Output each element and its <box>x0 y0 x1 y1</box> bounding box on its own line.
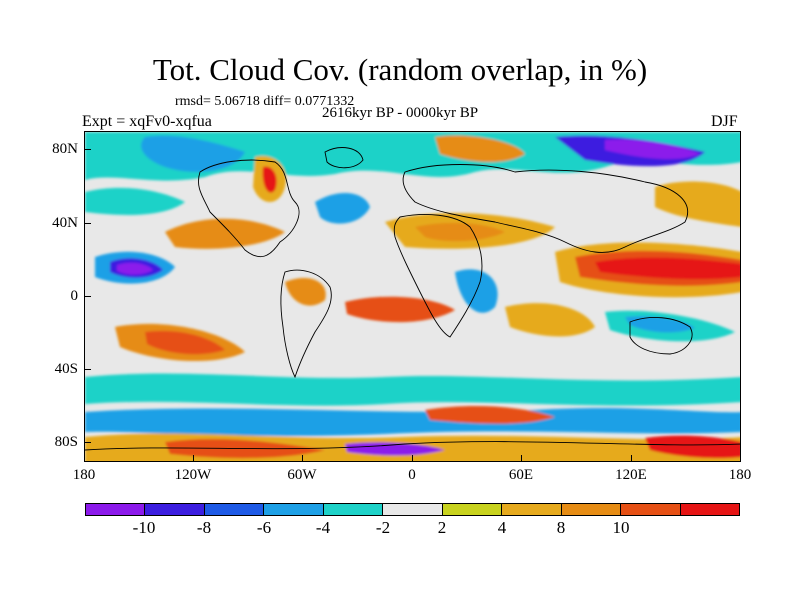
plot-title: Tot. Cloud Cov. (random overlap, in %) <box>152 52 648 87</box>
colorbar-box-8 <box>561 504 622 515</box>
colorbar-label: 8 <box>556 518 566 537</box>
y-tick <box>84 149 91 150</box>
field-npac-cyan <box>85 187 185 215</box>
x-label-180-west: 180 <box>72 467 96 483</box>
field-wpac-red <box>595 257 740 280</box>
y-tick <box>84 442 91 443</box>
coast-africa <box>393 214 483 338</box>
field-indian-orange <box>505 303 595 337</box>
colorbar-box-10 <box>680 504 739 515</box>
x-tick <box>631 455 632 462</box>
colorbar-label: -8 <box>196 518 212 537</box>
coast-australia <box>629 317 693 355</box>
field-natl-west-orange <box>165 218 285 249</box>
x-label-0: 0 <box>408 467 416 483</box>
y-label-equator: 0 <box>70 288 79 304</box>
field-antarctic-red-e <box>645 435 740 459</box>
field-brazil-orange <box>285 278 326 306</box>
field-antarctic-purple <box>345 442 445 456</box>
x-tick <box>412 455 413 462</box>
map-panel <box>84 131 741 462</box>
field-south-blue <box>85 408 740 436</box>
map-background <box>85 132 740 461</box>
colorbar-box-7 <box>502 504 562 515</box>
x-tick <box>193 455 194 462</box>
x-label-60e: 60E <box>508 467 534 483</box>
anomaly-map <box>85 132 740 461</box>
colorbar <box>85 503 740 516</box>
field-epac-purple <box>117 262 153 275</box>
coast-eurasia <box>402 164 688 253</box>
colorbar-box-2 <box>204 504 265 515</box>
coast-antarctica <box>85 441 740 451</box>
colorbar-box-1 <box>145 504 205 515</box>
y-label-40n: 40N <box>52 215 78 231</box>
field-europe-orange <box>435 135 525 162</box>
x-label-180-east: 180 <box>728 467 752 483</box>
coast-north-america <box>198 159 300 258</box>
x-tick <box>521 455 522 462</box>
experiment-label: Expt = xqFv0-xqfua <box>82 113 212 130</box>
coast-greenland <box>324 147 364 169</box>
field-eqatl-red <box>345 296 455 323</box>
field-natl-blue <box>315 192 370 224</box>
colorbar-label: -10 <box>132 518 156 537</box>
season-label: DJF <box>711 113 738 130</box>
colorbar-label: -2 <box>375 518 391 537</box>
y-tick <box>84 296 91 297</box>
coastlines <box>85 147 740 451</box>
field-sahara-core <box>415 222 505 242</box>
colorbar-label: 4 <box>497 518 507 537</box>
colorbar-label: 10 <box>612 518 630 537</box>
colorbar-box-4 <box>323 504 384 515</box>
field-south-cyan <box>85 373 740 406</box>
time-period: 2616kyr BP - 0000kyr BP <box>322 105 479 121</box>
colorbar-box-9 <box>621 504 681 515</box>
x-label-120e: 120E <box>615 467 647 483</box>
colorbar-box-6 <box>442 504 503 515</box>
colorbar-label: -4 <box>315 518 331 537</box>
field-south-red <box>425 406 555 424</box>
y-label-80n: 80N <box>52 141 78 157</box>
colorbar-label: 2 <box>437 518 447 537</box>
x-tick <box>302 455 303 462</box>
field-hudson-red <box>262 166 277 193</box>
y-label-40s: 40S <box>54 361 78 377</box>
y-tick <box>84 223 91 224</box>
y-label-80s: 80S <box>54 434 78 450</box>
field-siberia-purple <box>605 139 700 159</box>
field-aus-blue <box>625 316 695 333</box>
rmsd-diff-stats: rmsd= 5.06718 diff= 0.0771332 <box>175 94 355 109</box>
field-canada-blue <box>141 135 245 172</box>
field-spac-red <box>145 330 225 355</box>
colorbar-label: -6 <box>256 518 272 537</box>
x-label-120w: 120W <box>174 467 212 483</box>
x-label-60w: 60W <box>287 467 317 483</box>
coast-south-america <box>280 269 332 379</box>
y-tick <box>84 369 91 370</box>
colorbar-box-5 <box>383 504 443 515</box>
colorbar-box-3 <box>264 504 324 515</box>
colorbar-box-0 <box>86 504 146 515</box>
